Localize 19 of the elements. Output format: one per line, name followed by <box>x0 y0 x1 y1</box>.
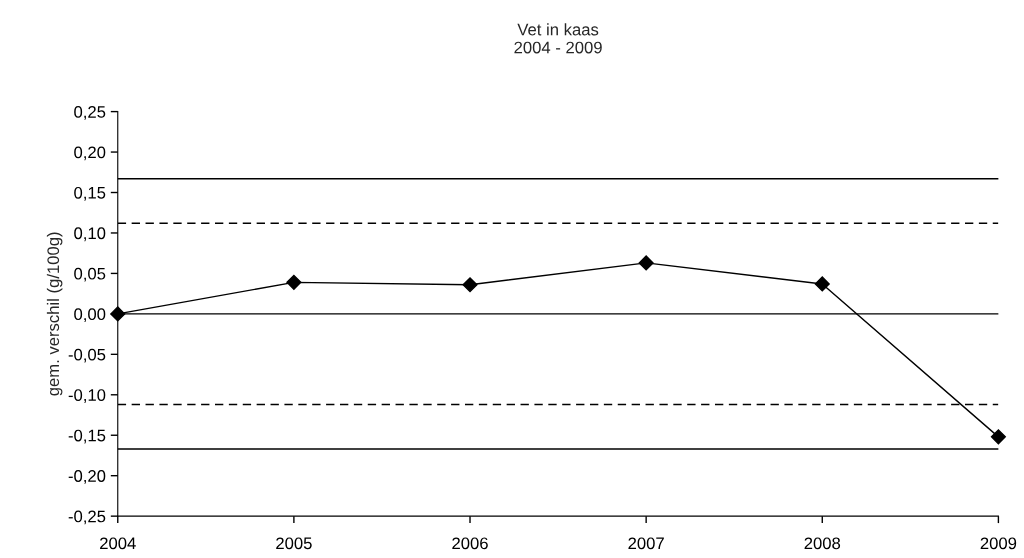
y-tick-label: -0,15 <box>68 429 106 444</box>
x-tick-label: 2007 <box>628 537 664 550</box>
y-tick-label: 0,00 <box>74 308 106 323</box>
y-tick-label: 0,05 <box>74 267 106 282</box>
y-axis-title: gem. verschil (g/100g) <box>46 232 63 396</box>
y-tick-label: -0,25 <box>68 510 106 525</box>
x-tick-label: 2005 <box>276 537 312 550</box>
x-tick-label: 2006 <box>452 537 488 550</box>
y-tick-label: 0,20 <box>74 146 106 161</box>
chart-title: Vet in kaas 2004 - 2009 <box>514 23 602 54</box>
x-tick-label: 2009 <box>980 537 1017 550</box>
y-tick-label: 0,25 <box>74 106 106 120</box>
x-tick-label: 2008 <box>804 537 841 550</box>
y-tick-label: -0,05 <box>68 348 106 363</box>
y-tick-label: -0,20 <box>68 470 106 484</box>
x-tick-label: 2004 <box>100 537 136 550</box>
y-tick-label: -0,10 <box>68 389 106 403</box>
y-tick-label: 0,10 <box>74 227 106 242</box>
y-tick-label: 0,15 <box>74 186 106 201</box>
